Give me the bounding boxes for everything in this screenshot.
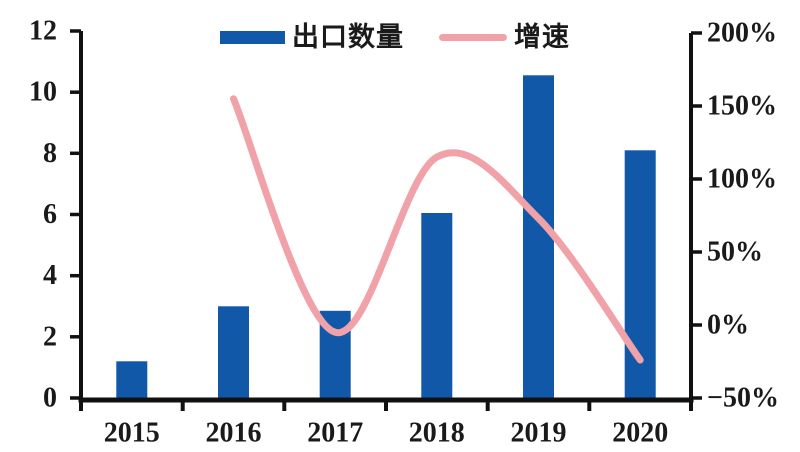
right-axis-label-50: 50%	[707, 237, 763, 268]
left-axis-label-6: 6	[43, 199, 57, 230]
right-axis-label--50: −50%	[707, 383, 779, 414]
line-series-swatch	[439, 33, 507, 41]
right-axis-label-0: 0%	[707, 310, 749, 341]
growth-rate-line	[230, 95, 644, 364]
bar-2015	[116, 361, 148, 400]
left-axis-label-0: 0	[43, 383, 57, 414]
x-axis-label-2017: 2017	[307, 418, 363, 449]
left-axis-label-10: 10	[29, 77, 57, 108]
axes-group	[70, 29, 702, 411]
chart-legend: 出口数量 增速	[220, 22, 570, 52]
legend-item-growth-rate: 增速	[439, 21, 570, 52]
bar-series-label: 出口数量	[292, 21, 404, 52]
bar-2019	[523, 75, 554, 401]
bar-2016	[218, 306, 249, 401]
x-axis-label-2020: 2020	[612, 418, 668, 449]
left-axis-label-4: 4	[43, 260, 57, 291]
right-axis-label-200: 200%	[707, 18, 777, 49]
left-axis-label-2: 2	[43, 321, 57, 352]
x-axis-label-2019: 2019	[511, 418, 567, 449]
x-axis-label-2018: 2018	[409, 418, 465, 449]
left-axis-label-8: 8	[43, 138, 57, 169]
legend-item-export-quantity: 出口数量	[220, 21, 404, 52]
line-series-label: 增速	[514, 21, 570, 52]
x-axis-label-2015: 2015	[104, 418, 160, 449]
right-axis-label-150: 150%	[707, 91, 777, 122]
x-axis-label-2016: 2016	[206, 418, 262, 449]
right-axis-label-100: 100%	[707, 164, 777, 195]
bar-series-swatch	[220, 30, 285, 44]
bars-group	[116, 75, 656, 401]
left-axis-label-12: 12	[29, 16, 57, 47]
axis-labels-group: 0 2 4 6 8 10 12 −50% 0% 50% 100% 150% 200% 2015 2016 20…	[29, 16, 779, 449]
bar-2018	[421, 213, 453, 400]
